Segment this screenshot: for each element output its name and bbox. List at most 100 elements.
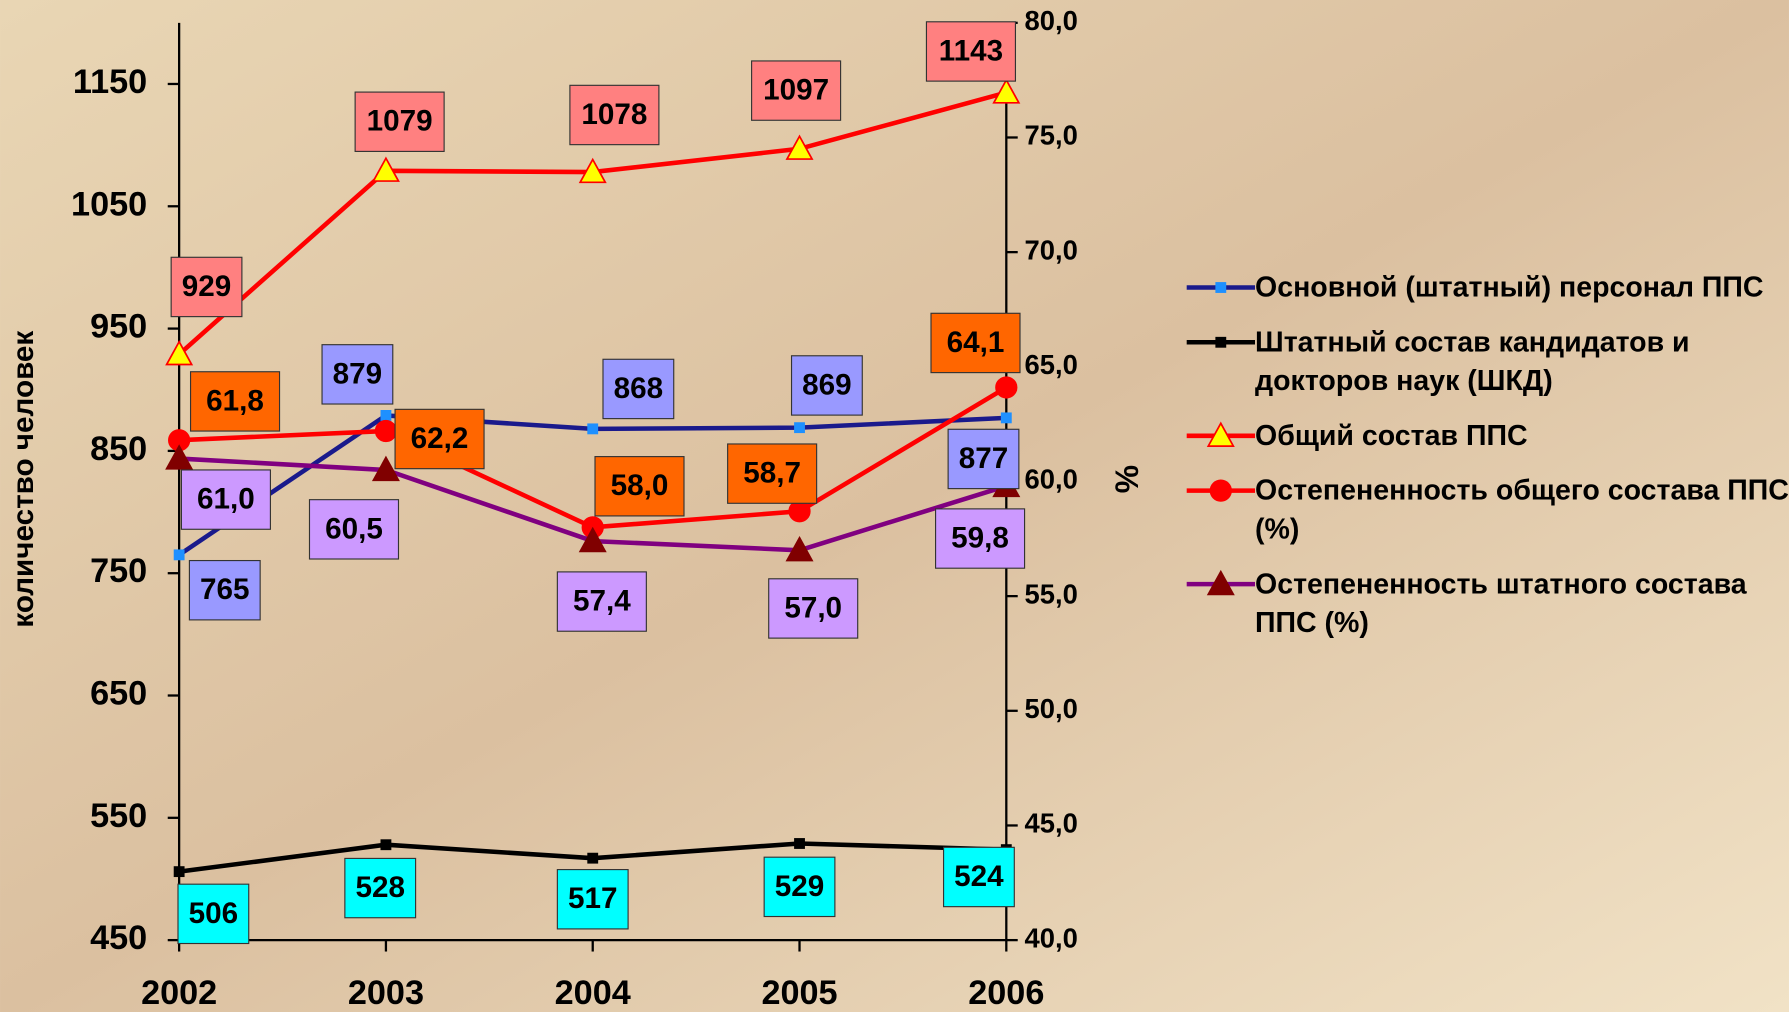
legend-label: Основной (штатный) персонал ППС (1255, 271, 1764, 304)
y-tick-label: 550 (90, 797, 147, 835)
legend-marker (1209, 479, 1232, 502)
y2-tick-label: 55,0 (1025, 578, 1078, 609)
y2-tick-label: 50,0 (1025, 693, 1078, 724)
point (578, 526, 607, 553)
legend-item: Штатный состав кандидатов и докторов нау… (1186, 323, 1789, 401)
point (785, 134, 814, 160)
point (794, 422, 805, 434)
data-label: 868 (614, 372, 663, 405)
data-label: 57,4 (573, 585, 631, 618)
data-label-box (947, 428, 1020, 490)
legend-item: Остепененность штатного состава ППС (%) (1186, 565, 1789, 643)
legend-swatch (1186, 421, 1256, 447)
point (578, 157, 607, 184)
data-label: 59,8 (951, 522, 1009, 555)
y2-tick-label: 40,0 (1025, 922, 1078, 953)
y-tick-label: 1150 (73, 63, 147, 101)
data-label: 517 (568, 882, 617, 915)
data-label-box (177, 883, 250, 945)
legend-marker (1206, 569, 1235, 596)
data-label: 61,8 (206, 384, 264, 417)
data-label: 1143 (939, 34, 1003, 67)
data-label-box (569, 84, 660, 146)
data-label: 529 (775, 870, 824, 903)
data-label: 1097 (763, 74, 829, 107)
point (380, 410, 392, 421)
data-label-box (556, 869, 629, 930)
y-tick-label: 650 (90, 675, 147, 713)
y-tick-label: 950 (90, 308, 147, 346)
y-axis-title: количество человек (7, 331, 40, 628)
y2-tick-label: 60,0 (1025, 464, 1078, 495)
data-label: 64,1 (947, 326, 1005, 359)
data-label-box (394, 408, 485, 470)
data-label: 765 (200, 573, 249, 606)
data-label-box (930, 312, 1021, 374)
y-tick-label: 750 (90, 552, 147, 590)
data-label-box (180, 469, 271, 530)
point (374, 419, 398, 443)
point (173, 866, 185, 878)
data-label-box (188, 559, 261, 621)
point (380, 839, 392, 851)
data-label: 524 (954, 860, 1004, 893)
point (794, 838, 805, 849)
data-label-box (768, 578, 859, 639)
data-label: 1079 (367, 105, 433, 138)
data-label-box (935, 508, 1026, 569)
point (587, 852, 599, 864)
point (785, 535, 814, 562)
point (1000, 412, 1012, 424)
data-label-box (321, 344, 394, 405)
data-label: 869 (802, 368, 851, 401)
data-label: 60,5 (325, 512, 383, 545)
legend-item: Общий состав ППС (1186, 416, 1789, 455)
data-label-box (942, 846, 1015, 908)
y-tick-label: 1050 (71, 185, 147, 223)
legend-swatch (1186, 336, 1256, 348)
legend-label: Остепененность штатного состава ППС (%) (1255, 568, 1747, 639)
point (995, 376, 1018, 399)
data-label-box (594, 456, 685, 517)
data-label: 62,2 (411, 422, 469, 455)
point (992, 78, 1021, 104)
point (165, 339, 194, 366)
data-label-box (790, 355, 863, 416)
data-label: 1078 (581, 98, 647, 131)
legend-marker (1215, 282, 1227, 293)
data-label-box (751, 60, 842, 121)
legend-box: Основной (штатный) персонал ППС Штатный с… (1186, 268, 1789, 643)
data-label-box (763, 856, 836, 918)
data-label: 61,0 (197, 483, 255, 516)
data-label-box (308, 499, 400, 560)
data-label-box (556, 571, 647, 632)
data-label-box (925, 21, 1017, 82)
y2-tick-label: 70,0 (1025, 234, 1078, 265)
data-label: 58,7 (743, 457, 801, 490)
data-label: 879 (333, 357, 382, 390)
point (165, 444, 194, 470)
y-tick-label: 850 (90, 430, 147, 468)
legend-label: Общий состав ППС (1255, 419, 1528, 452)
x-tick-label: 2003 (348, 974, 424, 1012)
data-label: 506 (189, 897, 238, 930)
x-tick-label: 2006 (968, 974, 1044, 1012)
legend: Основной (штатный) персонал ППС Штатный с… (1186, 268, 1789, 643)
legend-swatch (1186, 479, 1256, 502)
data-label-box (189, 371, 281, 432)
data-label: 528 (355, 871, 404, 904)
point (587, 423, 599, 435)
x-tick-label: 2004 (555, 974, 631, 1012)
legend-label: Штатный состав кандидатов и докторов нау… (1255, 326, 1690, 398)
legend-swatch (1186, 569, 1256, 596)
data-label-box (727, 443, 818, 504)
legend-marker (1206, 421, 1235, 447)
data-label: 929 (182, 270, 231, 303)
legend-label: Остепененность общего состава ППС (%) (1255, 474, 1789, 546)
y2-tick-label: 65,0 (1025, 349, 1078, 380)
data-label-box (170, 256, 243, 318)
legend-swatch (1186, 282, 1256, 293)
